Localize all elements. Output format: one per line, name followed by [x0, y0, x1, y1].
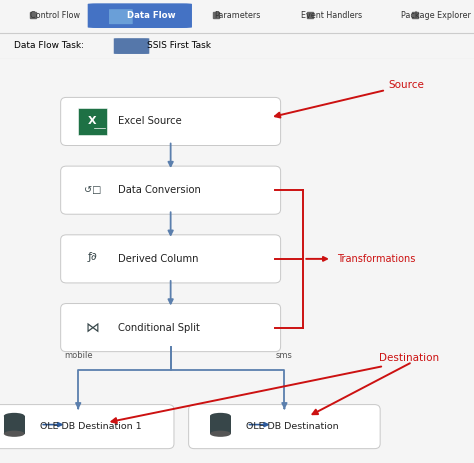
- Ellipse shape: [210, 431, 231, 437]
- Text: Parameters: Parameters: [214, 11, 260, 20]
- Text: Excel Source: Excel Source: [118, 117, 182, 126]
- Text: Data Flow: Data Flow: [128, 11, 176, 20]
- Text: Event Handlers: Event Handlers: [301, 11, 362, 20]
- Text: SSIS First Task: SSIS First Task: [147, 41, 211, 50]
- Text: Transformations: Transformations: [337, 254, 415, 264]
- Text: OLE DB Destination 1: OLE DB Destination 1: [40, 422, 142, 431]
- FancyBboxPatch shape: [61, 304, 281, 351]
- Text: Data Flow Task:: Data Flow Task:: [14, 41, 84, 50]
- Text: Package Explorer: Package Explorer: [401, 11, 471, 20]
- FancyBboxPatch shape: [114, 38, 149, 54]
- Text: ƒ∂: ƒ∂: [88, 252, 97, 262]
- Ellipse shape: [210, 413, 231, 419]
- Text: ↺□: ↺□: [84, 185, 101, 195]
- FancyBboxPatch shape: [210, 416, 231, 434]
- FancyBboxPatch shape: [4, 416, 25, 434]
- Ellipse shape: [4, 431, 25, 437]
- Text: ⋈: ⋈: [85, 320, 100, 335]
- FancyBboxPatch shape: [78, 108, 107, 135]
- Text: OLE DB Destination: OLE DB Destination: [246, 422, 339, 431]
- FancyBboxPatch shape: [88, 3, 192, 28]
- Text: Destination: Destination: [379, 353, 439, 363]
- Text: Conditional Split: Conditional Split: [118, 323, 201, 332]
- Text: mobile: mobile: [64, 351, 92, 360]
- Text: Control Flow: Control Flow: [29, 11, 80, 20]
- Text: Source: Source: [275, 80, 425, 118]
- FancyBboxPatch shape: [189, 405, 380, 449]
- FancyBboxPatch shape: [109, 9, 133, 24]
- Text: Data Conversion: Data Conversion: [118, 185, 201, 195]
- FancyBboxPatch shape: [61, 97, 281, 145]
- Text: sms: sms: [276, 351, 293, 360]
- FancyBboxPatch shape: [61, 235, 281, 283]
- Text: Derived Column: Derived Column: [118, 254, 199, 264]
- FancyBboxPatch shape: [0, 405, 174, 449]
- Text: X: X: [88, 117, 97, 126]
- FancyBboxPatch shape: [61, 166, 281, 214]
- Ellipse shape: [4, 413, 25, 419]
